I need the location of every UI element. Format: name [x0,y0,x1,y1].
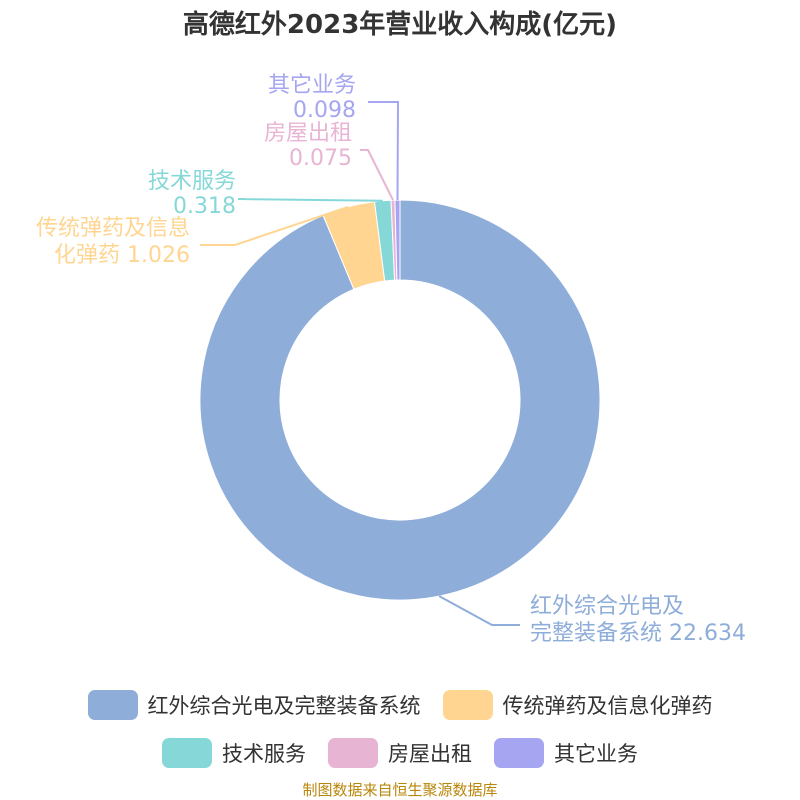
legend-label-infrared: 红外综合光电及完整装备系统 [147,694,421,718]
donut-chart: 红外综合光电及完整装备系统 22.634 传统弹药及信息化弹药 1.026 技术服务… [36,73,746,646]
legend-swatch-infrared [87,690,138,720]
legend-swatch-tech-service [162,738,212,768]
legend-item-other[interactable]: 其它业务 [494,738,638,768]
data-label-infrared-line-2: 完整装备系统 22.634 [530,621,746,646]
slice-other[interactable] [394,199,401,281]
data-label-tech-service-line-2: 0.318 [173,194,236,219]
legend-label-ammunition: 传统弹药及信息化弹药 [502,694,713,718]
legend-swatch-other [494,738,544,768]
data-label-infrared-line-1: 红外综合光电及 [530,594,684,619]
legend-item-tech-service[interactable]: 技术服务 [162,738,306,768]
data-label-ammunition-line-2: 化弹药 1.026 [54,243,190,268]
data-label-rental-line-1: 房屋出租 [264,121,352,146]
legend-row-1: 红外综合光电及完整装备系统 传统弹药及信息化弹药 [0,690,800,720]
legend-item-infrared[interactable]: 红外综合光电及完整装备系统 [87,690,421,720]
leader-line-tech-service [237,198,383,202]
data-label-ammunition-line-1: 传统弹药及信息 [36,216,190,241]
legend-label-other: 其它业务 [554,742,638,766]
data-label-tech-service-line-1: 技术服务 [148,169,236,194]
leader-line-other [368,101,400,201]
data-label-other-line-2: 0.098 [293,98,356,123]
source-note: 制图数据来自恒生聚源数据库 [302,781,498,799]
data-label-rental-line-2: 0.075 [289,146,352,171]
legend-label-tech-service: 技术服务 [222,742,306,766]
legend-swatch-ammunition [442,690,493,720]
leader-line-rental [360,149,394,201]
chart-title: 高德红外2023年营业收入构成(亿元) [182,10,618,40]
leader-line-ammunition [200,205,349,246]
legend-label-rental: 房屋出租 [388,742,472,766]
data-label-other-line-1: 其它业务 [268,73,356,98]
legend-swatch-rental [328,738,378,768]
legend-item-ammunition[interactable]: 传统弹药及信息化弹药 [442,690,713,720]
slice-infrared[interactable] [199,199,601,601]
legend-row-2: 技术服务 房屋出租 其它业务 [0,738,800,768]
leader-line-infrared [438,595,520,626]
legend-item-rental[interactable]: 房屋出租 [328,738,472,768]
